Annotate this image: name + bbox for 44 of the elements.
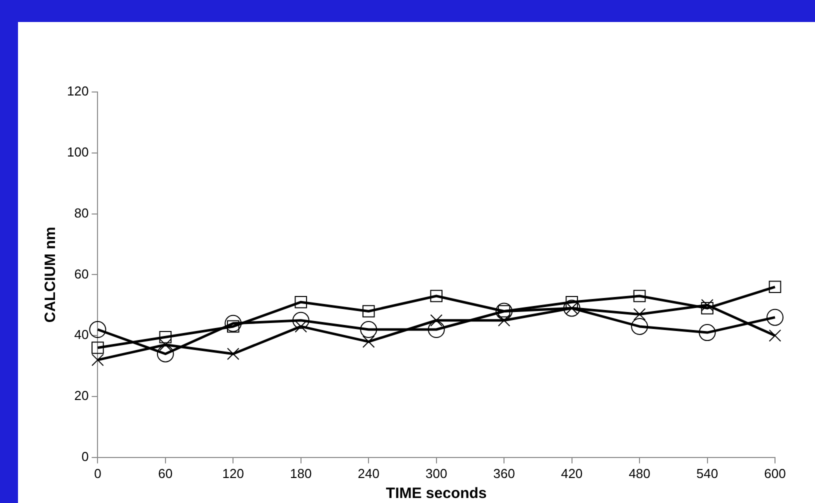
point	[768, 329, 782, 342]
point	[633, 308, 646, 320]
point	[362, 305, 375, 318]
point	[430, 290, 442, 302]
point	[766, 308, 784, 326]
x-tick-label: 600	[764, 466, 786, 481]
point	[701, 302, 714, 314]
y-axis-title: CALCIUM nm	[42, 226, 60, 323]
point	[294, 296, 308, 308]
y-tick-label: 80	[74, 205, 89, 220]
y-tick-label: 100	[66, 144, 89, 160]
x-tick-label: 120	[222, 466, 244, 481]
x-tick-label: 480	[628, 466, 650, 481]
point	[698, 324, 716, 342]
x-tick-label: 60	[158, 466, 173, 481]
x-tick-label: 540	[696, 466, 718, 481]
point	[362, 336, 375, 348]
x-tick-label: 420	[560, 466, 583, 481]
x-tick-label: 360	[493, 466, 515, 481]
point	[430, 314, 442, 327]
x-tick-label: 240	[358, 466, 380, 481]
point	[159, 330, 172, 344]
point	[156, 345, 174, 362]
point	[224, 314, 242, 332]
point	[92, 342, 104, 354]
y-tick-label: 60	[74, 266, 89, 282]
point	[768, 280, 782, 294]
point	[428, 321, 445, 338]
point	[360, 321, 378, 338]
point	[633, 290, 646, 302]
y-tick-label: 0	[81, 448, 89, 464]
y-tick-label: 40	[74, 327, 89, 342]
point	[92, 354, 104, 366]
point	[631, 318, 648, 335]
point	[498, 314, 510, 327]
point	[89, 321, 106, 338]
x-tick-label: 180	[290, 466, 312, 481]
point	[292, 312, 310, 329]
x-axis-title: TIME seconds	[386, 485, 487, 502]
y-tick-label: 20	[74, 388, 89, 404]
x-tick-label: 300	[425, 466, 448, 481]
y-tick-label: 120	[66, 84, 89, 99]
point	[226, 348, 240, 360]
x-tick-label: 0	[94, 466, 102, 481]
